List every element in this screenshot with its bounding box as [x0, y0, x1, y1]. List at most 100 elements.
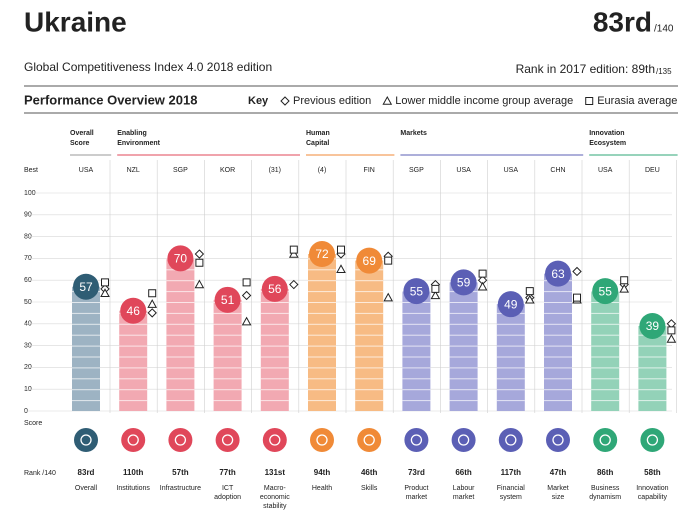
y-tick-label: 100	[24, 190, 36, 197]
group-label: Enabling	[117, 130, 147, 137]
pillar-icon-glyph	[646, 434, 659, 446]
pillar-name: economic	[260, 494, 290, 501]
square-marker	[289, 245, 298, 254]
bar-stripes	[402, 291, 431, 411]
pillar-icon-glyph	[363, 434, 375, 446]
score-label: 55	[599, 284, 613, 298]
square-marker	[384, 256, 393, 265]
rank-label: 94th	[314, 468, 331, 477]
pillar-name: Financial	[497, 485, 525, 492]
pillar-icon	[451, 428, 476, 452]
rank-label: 131st	[265, 468, 286, 477]
score-label: 57	[79, 280, 93, 294]
group-label: Environment	[117, 140, 160, 147]
square-marker	[101, 278, 109, 287]
score-bubble	[214, 286, 241, 313]
pillar-icon	[74, 428, 98, 452]
rank-label: 66th	[455, 468, 472, 477]
score-label: 59	[457, 276, 471, 290]
square-marker	[242, 278, 251, 287]
group-label: Capital	[306, 140, 329, 147]
bar-stripes	[496, 304, 525, 411]
square-marker	[525, 287, 534, 296]
best-label: Best	[24, 167, 38, 174]
rank-label: 46th	[361, 468, 378, 477]
pillar-name: size	[552, 494, 565, 501]
pillar-icon-glyph	[505, 434, 517, 446]
rank-prev: Rank in 2017 edition: 89th	[516, 62, 655, 76]
triangle-marker	[241, 316, 252, 326]
y-tick-label: 50	[24, 299, 32, 306]
bar-stripes	[591, 291, 620, 411]
square-marker	[431, 284, 440, 293]
diamond-marker	[147, 308, 157, 318]
bar-stripes	[166, 258, 195, 411]
score-bubble	[545, 260, 571, 287]
pillar-icon	[640, 428, 665, 452]
rank-label: 58th	[644, 468, 661, 477]
bar-stripes	[260, 288, 289, 411]
triangle-marker	[100, 288, 110, 297]
triangle-marker	[477, 281, 488, 291]
y-tick-label: 0	[24, 408, 28, 415]
rank-prev-total: /135	[656, 67, 672, 76]
key-label: Previous edition	[293, 95, 371, 107]
pillar-icon	[404, 428, 429, 452]
pillar-icon	[262, 428, 287, 452]
rank-label: 83rd	[78, 468, 95, 477]
y-tick-label: 80	[24, 233, 32, 240]
key-title: Key	[248, 95, 269, 107]
score-bubble	[592, 278, 619, 305]
pillar-name: Skills	[361, 485, 378, 492]
diamond-marker	[289, 279, 299, 290]
group-label: Ecosystem	[589, 140, 626, 147]
country-title: Ukraine	[24, 6, 127, 37]
pillar-icon	[546, 428, 570, 452]
pillar-name: system	[500, 494, 522, 501]
triangle-marker	[194, 279, 205, 289]
best-label: USA	[598, 167, 613, 174]
score-bubble	[639, 312, 666, 339]
best-label: (31)	[269, 167, 281, 174]
pillar-icon-glyph	[552, 434, 564, 446]
rank-label: 57th	[172, 468, 189, 477]
score-label: 72	[315, 247, 329, 261]
score-bubble	[403, 278, 430, 305]
score-bubble	[167, 245, 194, 272]
score-label: 39	[646, 319, 660, 333]
rank-label: 47th	[550, 468, 567, 477]
key-label: Lower middle income group average	[395, 95, 573, 107]
group-label: Markets	[400, 130, 427, 137]
diamond-marker	[241, 290, 252, 301]
score-label: 56	[268, 282, 282, 296]
best-label: FIN	[364, 167, 375, 174]
triangle-marker	[430, 290, 441, 300]
score-label: 46	[127, 304, 141, 318]
pillar-icon-glyph	[457, 434, 470, 446]
score-bubble	[261, 275, 288, 302]
key-label: Eurasia average	[597, 95, 677, 107]
rank: 83rd	[593, 6, 652, 37]
y-tick-label: 70	[24, 255, 32, 262]
pillar-name: Business	[591, 485, 620, 492]
score-label: 55	[410, 284, 424, 298]
square-marker	[667, 326, 676, 335]
best-label: CHN	[550, 167, 565, 174]
square-marker	[195, 258, 204, 267]
y-tick-label: 40	[24, 321, 32, 328]
pillar-name: dynamism	[589, 494, 621, 501]
square-marker	[148, 289, 157, 298]
score-label: 51	[221, 293, 235, 307]
diamond-marker	[194, 249, 205, 259]
pillar-name: Labour	[453, 485, 475, 492]
pillar-name: Market	[547, 485, 568, 492]
pillar-icon-glyph	[316, 434, 328, 446]
y-tick-label: 30	[24, 342, 32, 349]
chart-title: Performance Overview 2018	[24, 92, 197, 107]
group-label: Innovation	[589, 130, 624, 137]
rank-label: 117th	[501, 468, 522, 477]
pillar-icon	[121, 428, 146, 452]
bar-stripes	[449, 282, 478, 411]
square-marker	[585, 97, 594, 105]
